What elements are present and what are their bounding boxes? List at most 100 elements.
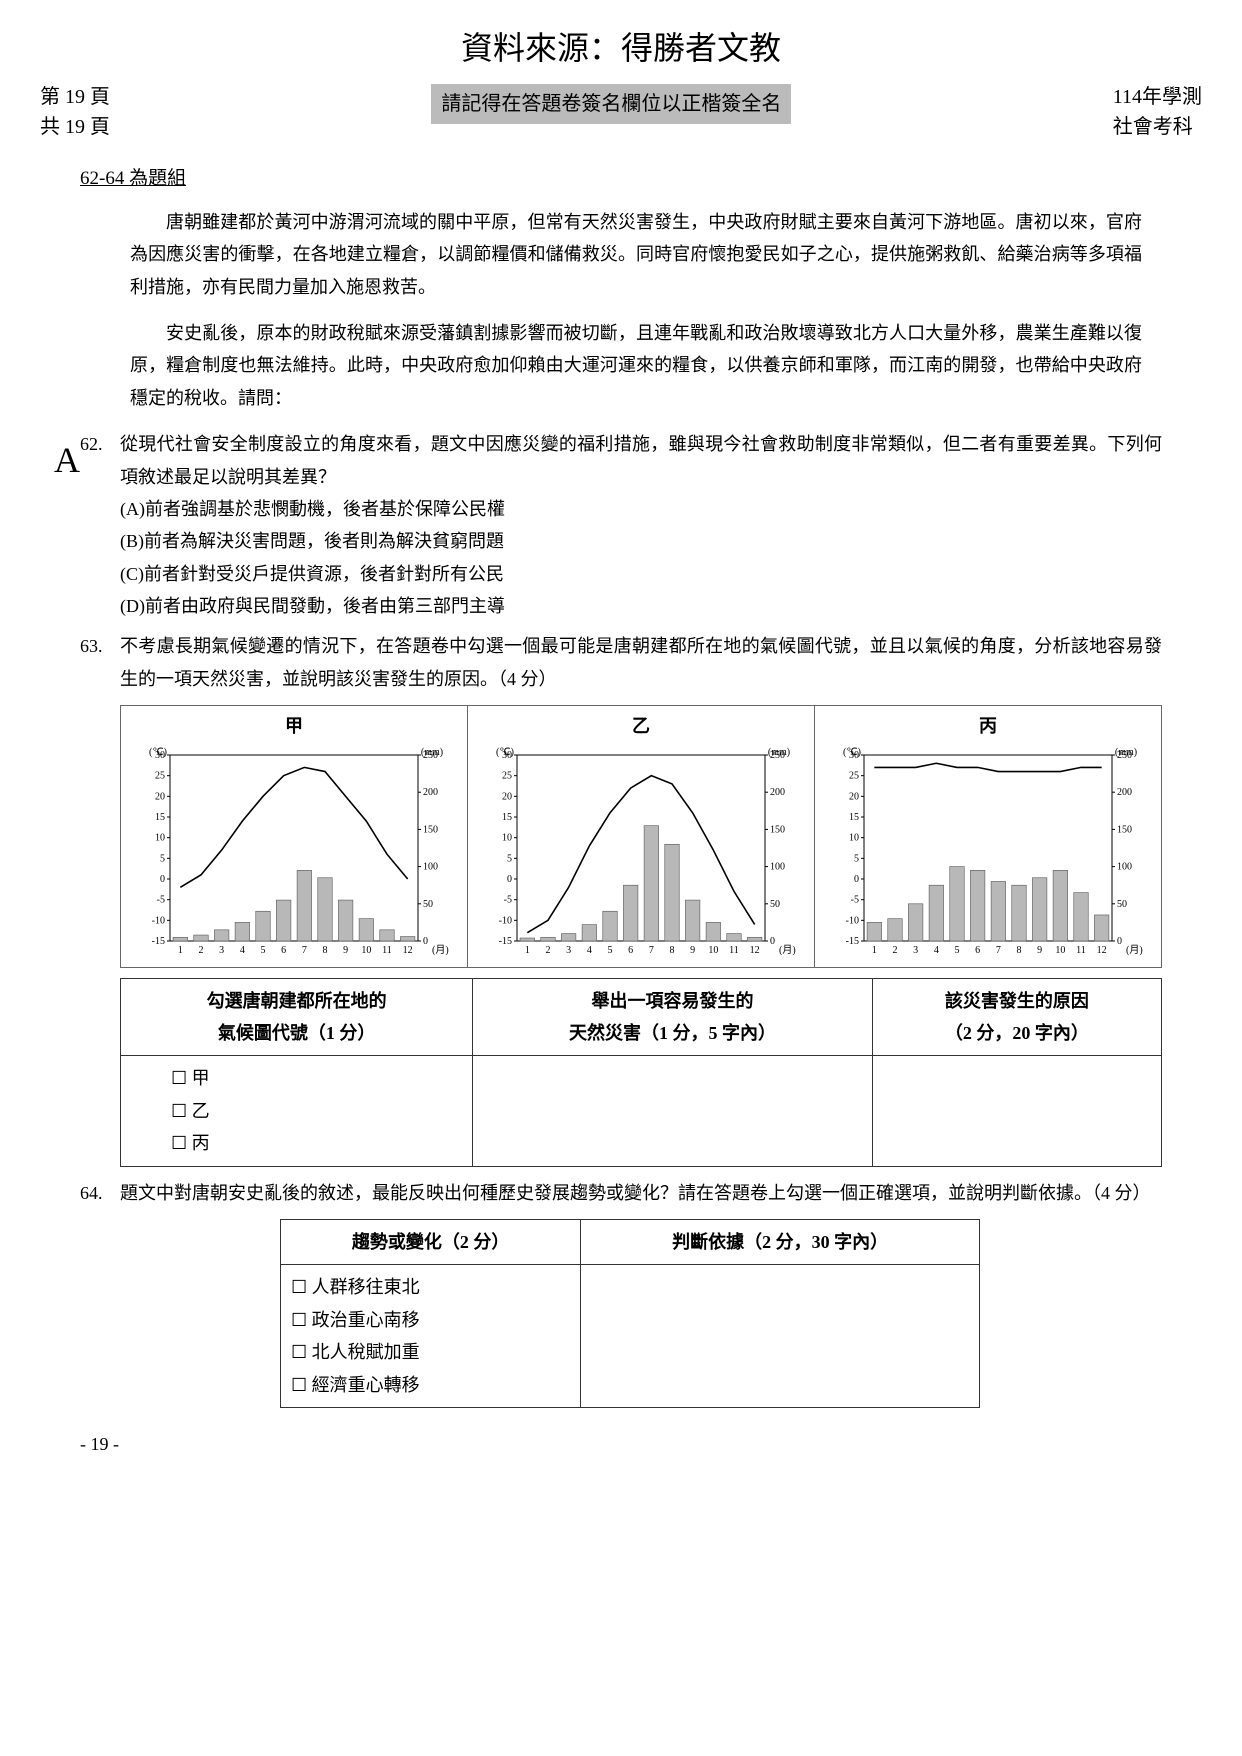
page-number-current: 第 19 頁 xyxy=(40,82,110,112)
climate-chart-svg: -15-10-5051015202530050100150200250(℃)(m… xyxy=(481,745,801,965)
svg-text:12: 12 xyxy=(403,945,413,956)
chart-title: 甲 xyxy=(127,710,461,742)
svg-text:1: 1 xyxy=(872,945,877,956)
signature-reminder: 請記得在答題卷簽名欄位以正楷簽全名 xyxy=(431,84,791,124)
svg-text:6: 6 xyxy=(975,945,980,956)
table-header: 舉出一項容易發生的 天然災害（1 分，5 字內） xyxy=(473,978,873,1056)
svg-text:0: 0 xyxy=(1117,936,1122,947)
passage-paragraph-1: 唐朝雖建都於黃河中游渭河流域的關中平原，但常有天然災害發生，中央政府財賦主要來自… xyxy=(130,206,1142,303)
svg-text:6: 6 xyxy=(628,945,633,956)
svg-text:8: 8 xyxy=(1017,945,1022,956)
svg-text:10: 10 xyxy=(155,832,165,843)
svg-text:5: 5 xyxy=(854,853,859,864)
option-c: (C)前者針對受災戶提供資源，後者針對所有公民 xyxy=(120,558,1162,590)
checkbox-cell[interactable]: 人群移往東北 政治重心南移 北人稅賦加重 經濟重心轉移 xyxy=(281,1265,581,1408)
svg-text:20: 20 xyxy=(502,791,512,802)
svg-text:(月): (月) xyxy=(1126,944,1143,956)
svg-text:-5: -5 xyxy=(504,894,512,905)
svg-text:(mm): (mm) xyxy=(1115,747,1137,758)
svg-text:9: 9 xyxy=(690,945,695,956)
svg-text:150: 150 xyxy=(423,824,438,835)
question-64: 64. 題文中對唐朝安史亂後的敘述，最能反映出何種歷史發展趨勢或變化？請在答題卷… xyxy=(80,1177,1162,1209)
question-number: 63. xyxy=(80,630,120,695)
checkbox-option[interactable]: 甲 xyxy=(171,1062,462,1094)
checkbox-option[interactable]: 經濟重心轉移 xyxy=(291,1369,570,1401)
chart-jia: 甲 -15-10-5051015202530050100150200250(℃)… xyxy=(121,706,468,966)
svg-text:2: 2 xyxy=(893,945,898,956)
source-attribution: 資料來源：得勝者文教 xyxy=(40,20,1202,78)
question-group-title: 62-64 為題組 xyxy=(80,162,1202,196)
svg-text:15: 15 xyxy=(502,812,512,823)
svg-text:5: 5 xyxy=(261,945,266,956)
svg-text:0: 0 xyxy=(507,874,512,885)
option-a: (A)前者強調基於悲憫動機，後者基於保障公民權 xyxy=(120,493,1162,525)
svg-text:1: 1 xyxy=(178,945,183,956)
checkbox-option[interactable]: 乙 xyxy=(171,1095,462,1127)
svg-text:8: 8 xyxy=(323,945,328,956)
footer-page-number: - 19 - xyxy=(80,1428,1202,1460)
svg-text:10: 10 xyxy=(1055,945,1065,956)
checkbox-option[interactable]: 政治重心南移 xyxy=(291,1304,570,1336)
answer-cell[interactable] xyxy=(581,1265,980,1408)
svg-text:4: 4 xyxy=(934,945,939,956)
svg-text:20: 20 xyxy=(155,791,165,802)
svg-text:0: 0 xyxy=(423,936,428,947)
svg-text:150: 150 xyxy=(770,824,785,835)
question-options: (A)前者強調基於悲憫動機，後者基於保障公民權 (B)前者為解決災害問題，後者則… xyxy=(120,493,1162,623)
table-header: 勾選唐朝建都所在地的 氣候圖代號（1 分） xyxy=(121,978,473,1056)
checkbox-cell[interactable]: 甲 乙 丙 xyxy=(121,1056,473,1166)
svg-text:8: 8 xyxy=(670,945,675,956)
svg-text:-15: -15 xyxy=(152,936,165,947)
question-62: 62. 從現代社會安全制度設立的角度來看，題文中因應災變的福利措施，雖與現今社會… xyxy=(80,428,1162,622)
svg-text:12: 12 xyxy=(1097,945,1107,956)
table-header: 判斷依據（2 分，30 字內） xyxy=(581,1219,980,1264)
checkbox-option[interactable]: 丙 xyxy=(171,1127,462,1159)
q63-answer-table: 勾選唐朝建都所在地的 氣候圖代號（1 分） 舉出一項容易發生的 天然災害（1 分… xyxy=(120,978,1162,1167)
svg-text:200: 200 xyxy=(423,787,438,798)
answer-cell[interactable] xyxy=(872,1056,1161,1166)
svg-text:15: 15 xyxy=(155,812,165,823)
question-number: 64. xyxy=(80,1177,120,1209)
svg-text:1: 1 xyxy=(525,945,530,956)
svg-text:10: 10 xyxy=(502,832,512,843)
svg-text:10: 10 xyxy=(361,945,371,956)
question-stem: 從現代社會安全制度設立的角度來看，題文中因應災變的福利措施，雖與現今社會救助制度… xyxy=(120,434,1162,486)
climate-chart-svg: -15-10-5051015202530050100150200250(℃)(m… xyxy=(828,745,1148,965)
svg-text:0: 0 xyxy=(160,874,165,885)
svg-text:(℃): (℃) xyxy=(843,747,861,758)
svg-text:(月): (月) xyxy=(432,944,449,956)
svg-text:100: 100 xyxy=(423,861,438,872)
option-d: (D)前者由政府與民間發動，後者由第三部門主導 xyxy=(120,590,1162,622)
svg-text:3: 3 xyxy=(913,945,918,956)
svg-text:12: 12 xyxy=(750,945,760,956)
svg-text:50: 50 xyxy=(423,898,433,909)
svg-text:(月): (月) xyxy=(779,944,796,956)
svg-text:20: 20 xyxy=(849,791,859,802)
question-number: 62. xyxy=(80,428,120,622)
table-header: 該災害發生的原因 （2 分，20 字內） xyxy=(872,978,1161,1056)
svg-text:7: 7 xyxy=(649,945,654,956)
svg-text:11: 11 xyxy=(1076,945,1086,956)
climate-chart-svg: -15-10-5051015202530050100150200250(℃)(m… xyxy=(134,745,454,965)
svg-text:3: 3 xyxy=(566,945,571,956)
svg-text:9: 9 xyxy=(343,945,348,956)
table-header: 趨勢或變化（2 分） xyxy=(281,1219,581,1264)
svg-text:15: 15 xyxy=(849,812,859,823)
svg-text:50: 50 xyxy=(770,898,780,909)
answer-cell[interactable] xyxy=(473,1056,873,1166)
svg-text:(mm): (mm) xyxy=(768,747,790,758)
checkbox-option[interactable]: 人群移往東北 xyxy=(291,1271,570,1303)
svg-text:11: 11 xyxy=(382,945,392,956)
svg-text:100: 100 xyxy=(1117,861,1132,872)
question-stem: 題文中對唐朝安史亂後的敘述，最能反映出何種歷史發展趨勢或變化？請在答題卷上勾選一… xyxy=(120,1177,1162,1209)
svg-text:25: 25 xyxy=(502,770,512,781)
header-left: 第 19 頁 共 19 頁 xyxy=(40,82,110,142)
checkbox-option[interactable]: 北人稅賦加重 xyxy=(291,1336,570,1368)
svg-text:(℃): (℃) xyxy=(149,747,167,758)
svg-text:11: 11 xyxy=(729,945,739,956)
svg-text:-15: -15 xyxy=(499,936,512,947)
option-b: (B)前者為解決災害問題，後者則為解決貧窮問題 xyxy=(120,525,1162,557)
svg-text:-5: -5 xyxy=(157,894,165,905)
svg-text:5: 5 xyxy=(507,853,512,864)
chart-yi: 乙 -15-10-5051015202530050100150200250(℃)… xyxy=(468,706,815,966)
